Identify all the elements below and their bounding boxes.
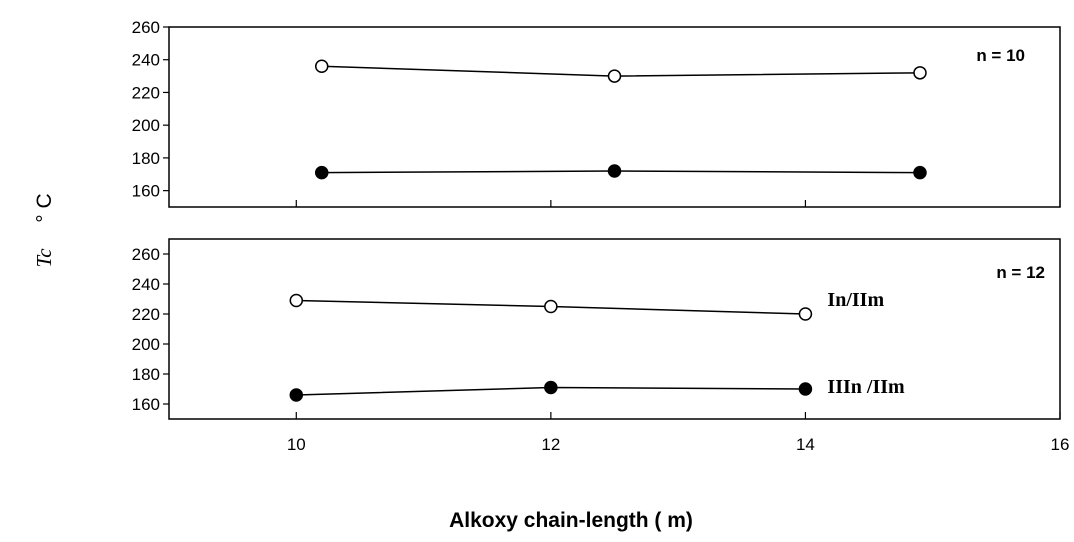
y-axis-unit: ° C [33,193,56,222]
data-point-filled [289,388,304,402]
x-tick-label: 14 [796,435,815,454]
panel-label: n = 12 [996,263,1045,282]
data-point-filled [607,164,622,178]
y-tick-label: 240 [132,51,160,70]
y-tick-label: 180 [132,149,160,168]
series-label: IIIn /IIm [827,376,905,398]
data-point-filled [544,380,558,395]
y-tick-label: 260 [132,18,160,37]
panel-n10: 160 180 200 220 240 260 n = 10 [132,18,1061,208]
data-point-open [314,59,329,74]
plot-frame [168,238,1061,420]
y-tick-label: 160 [132,182,160,201]
data-point-open [544,299,558,314]
y-tick-label: 220 [132,305,160,324]
data-point-filled [314,165,329,180]
panel-label: n = 10 [976,46,1025,65]
y-tick-label: 200 [132,335,160,354]
data-point-open [913,66,927,80]
panel-n12: 160 180 200 220 240 260 10 12 14 16 n = 12 In/IIm II… [132,238,1070,454]
y-tick-label: 220 [132,83,160,102]
y-tick-label: 200 [132,116,160,135]
plot-frame [168,26,1061,208]
data-point-open [607,69,622,83]
y-axis-label: Tc [32,248,56,268]
data-point-open [798,307,813,321]
data-point-filled [913,165,927,180]
x-tick-label: 12 [541,435,560,454]
data-point-filled [798,382,813,396]
x-axis-label: Alkoxy chain-length ( m) [449,509,693,532]
y-axis-label-group: Tc ° C [32,193,56,267]
x-tick-label: 10 [287,435,306,454]
data-point-open [289,293,304,308]
y-tick-label: 260 [132,245,160,264]
y-tick-label: 180 [132,365,160,384]
y-tick-label: 160 [132,395,160,414]
x-tick-label: 16 [1051,435,1070,454]
series-label: In/IIm [827,289,884,311]
y-tick-label: 240 [132,275,160,294]
